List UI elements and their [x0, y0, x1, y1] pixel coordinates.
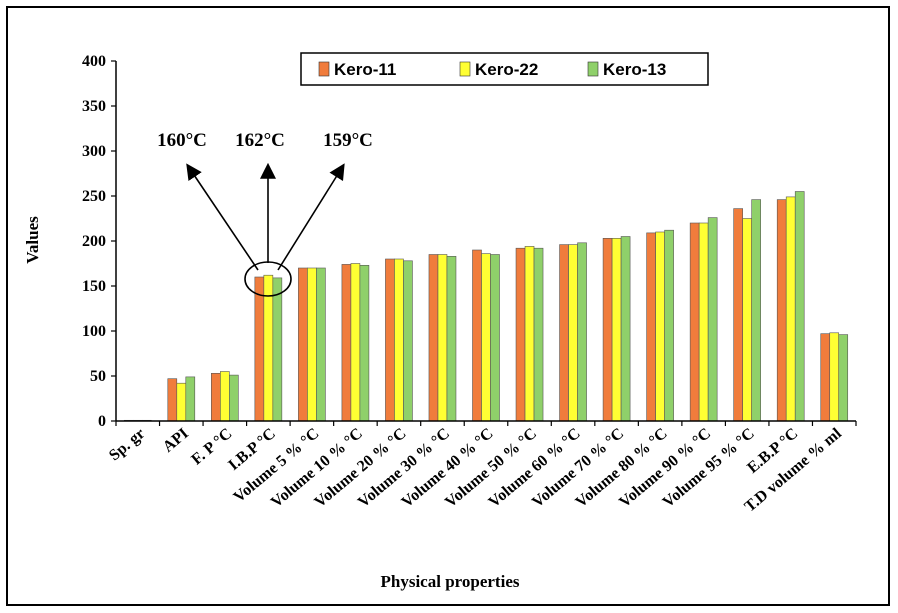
bar-kero-22 [829, 332, 840, 422]
axes [115, 61, 857, 426]
chart-frame: 0 50 100 150 200 250 300 350 400 Sp. gr API F. P °… [6, 6, 890, 606]
x-category-label: Sp. gr [106, 425, 148, 464]
bar-kero-22 [611, 238, 622, 422]
bar-kero-11 [341, 264, 352, 422]
bar-kero-22 [698, 222, 709, 422]
ibp-annotations: 160°C 162°C 159°C [157, 130, 373, 297]
bar-kero-11 [776, 199, 787, 422]
bar-kero-22 [481, 253, 491, 422]
bar-kero-13 [185, 376, 196, 422]
y-tick-label: 350 [82, 98, 106, 115]
y-tick-label: 50 [90, 368, 106, 385]
bar-kero-13 [446, 256, 457, 422]
x-category-label: API [160, 425, 192, 456]
bar-kero-11 [254, 276, 265, 422]
arrow-kero-13 [277, 163, 345, 271]
bar-kero-22 [350, 263, 361, 422]
annotation-kero-11-ibp: 160°C [157, 130, 207, 151]
bar-kero-13 [707, 217, 718, 422]
bar-kero-11 [559, 244, 569, 422]
bar-kero-13 [533, 247, 544, 422]
bar-kero-13 [620, 236, 631, 422]
bar-kero-13 [838, 334, 849, 422]
legend-label-kero-11: Kero-11 [334, 60, 396, 79]
y-tick-label: 300 [82, 143, 106, 160]
annotation-kero-13-ibp: 159°C [323, 130, 373, 151]
bar-kero-11 [211, 372, 221, 422]
bar-kero-11 [820, 333, 831, 422]
bar-kero-22 [176, 382, 187, 422]
bar-kero-13 [577, 242, 587, 422]
annotation-kero-22-ibp: 162°C [235, 130, 285, 151]
bar-kero-13 [229, 374, 239, 422]
y-tick-label: 250 [82, 188, 106, 205]
legend-box [300, 52, 709, 86]
bar-kero-11 [428, 254, 439, 422]
y-axis-ticks: 0 50 100 150 200 250 300 350 400 [82, 53, 116, 430]
legend-label-kero-13: Kero-13 [603, 60, 666, 79]
bar-kero-13 [490, 254, 500, 422]
bar-kero-13 [359, 264, 370, 422]
bar-kero-22 [655, 231, 665, 422]
arrow-kero-11 [186, 163, 259, 271]
bar-kero-11 [515, 247, 526, 422]
legend-swatch-kero-22 [459, 61, 471, 77]
bar-kero-13 [403, 260, 413, 422]
bar-kero-13 [794, 191, 805, 422]
bar-kero-22 [394, 258, 404, 422]
bar-kero-22 [568, 244, 578, 422]
legend-swatch-kero-13 [587, 61, 599, 77]
legend-label-kero-22: Kero-22 [475, 60, 538, 79]
bar-kero-11 [472, 249, 482, 422]
bar-kero-11 [167, 378, 178, 422]
y-tick-label: 100 [82, 323, 106, 340]
bar-kero-13 [272, 277, 283, 422]
y-axis-title: Values [23, 216, 42, 264]
legend-swatch-kero-11 [318, 61, 330, 77]
y-tick-label: 200 [82, 233, 106, 250]
bar-kero-11 [602, 238, 613, 422]
y-tick-label: 0 [98, 413, 106, 430]
bar-kero-11 [689, 222, 700, 422]
bar-kero-22 [785, 196, 796, 422]
bar-kero-22 [437, 254, 448, 422]
bar-kero-11 [298, 267, 308, 422]
bar-kero-22 [742, 218, 752, 422]
bar-kero-13 [316, 267, 326, 422]
bar-kero-11 [385, 258, 395, 422]
bar-kero-13 [751, 199, 761, 422]
y-tick-label: 150 [82, 278, 106, 295]
bar-kero-11 [733, 208, 743, 422]
bar-kero-13 [664, 229, 674, 422]
y-tick-label: 400 [82, 53, 106, 70]
bar-kero-22 [524, 246, 535, 422]
bar-kero-11 [646, 232, 656, 422]
x-axis-title: Physical properties [381, 572, 520, 591]
bar-kero-22 [220, 371, 230, 422]
bars-group [123, 191, 849, 422]
legend: Kero-11 Kero-22 Kero-13 [300, 52, 709, 86]
bar-kero-22 [263, 274, 274, 422]
bar-kero-22 [307, 267, 317, 422]
